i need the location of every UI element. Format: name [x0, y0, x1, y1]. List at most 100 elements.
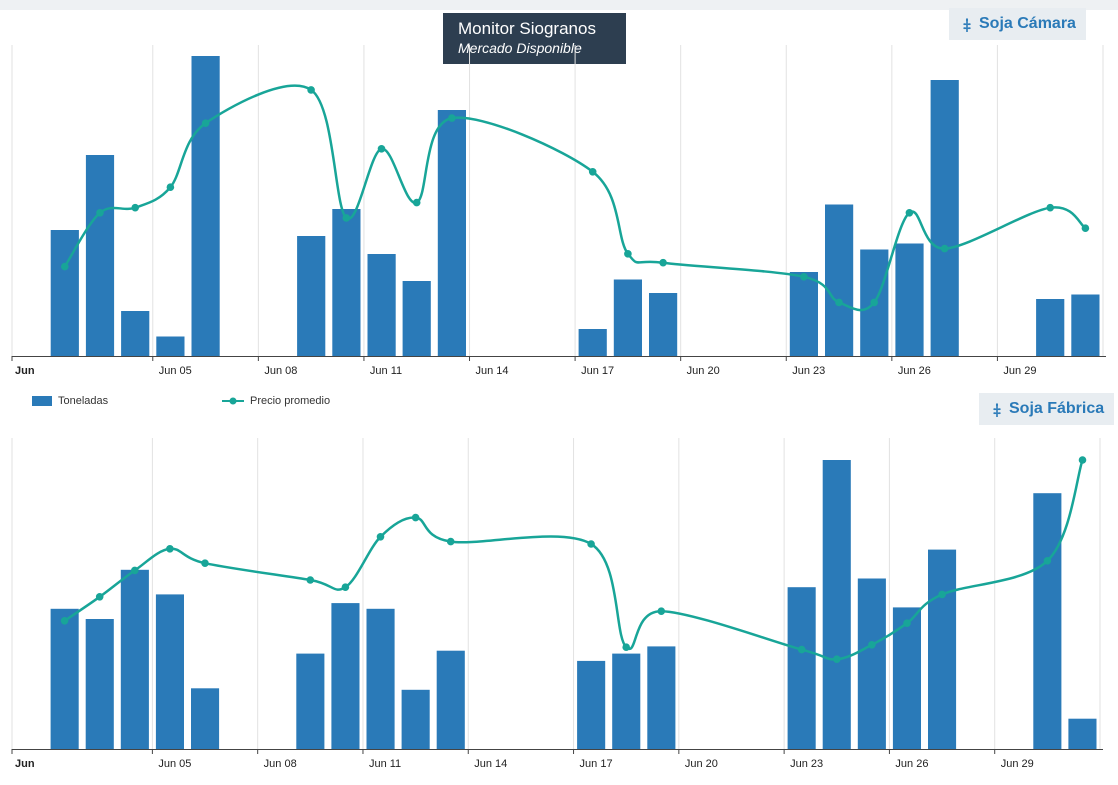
legend-line-swatch [222, 397, 244, 405]
camara-bar[interactable] [121, 311, 150, 356]
fabrica-price-point[interactable] [903, 619, 911, 627]
fabrica-bar[interactable] [366, 608, 395, 749]
camara-bar[interactable] [649, 293, 678, 356]
camara-bar[interactable] [402, 281, 431, 356]
fabrica-bar[interactable] [787, 587, 816, 749]
chart-title-badge-fabrica: Soja Fábrica [979, 393, 1115, 425]
fabrica-price-point[interactable] [95, 593, 104, 601]
camara-price-point[interactable] [307, 86, 315, 94]
fabrica-price-point[interactable] [1078, 456, 1087, 464]
fabrica-bar[interactable] [85, 619, 114, 749]
camara-price-point[interactable] [800, 273, 808, 281]
camara-price-point[interactable] [96, 209, 104, 217]
fabrica-x-tick-label: Jun 26 [895, 758, 928, 770]
camara-price-point[interactable] [61, 262, 69, 271]
camara-bar[interactable] [895, 243, 924, 357]
legend-bar-swatch [32, 396, 52, 406]
fabrica-bar[interactable] [822, 460, 851, 749]
legend-item-precio[interactable]: Precio promedio [222, 395, 330, 407]
camara-price-point[interactable] [412, 198, 421, 207]
fabrica-bar[interactable] [50, 608, 79, 749]
fabrica-bar[interactable] [191, 688, 220, 749]
camara-bar[interactable] [367, 254, 396, 356]
camara-bar[interactable] [156, 336, 185, 357]
fabrica-price-point[interactable] [657, 607, 666, 615]
camara-price-point[interactable] [870, 298, 878, 307]
fabrica-bar[interactable] [857, 578, 886, 750]
fabrica-bar[interactable] [401, 689, 430, 749]
fabrica-bar[interactable] [1033, 493, 1062, 749]
camara-x-tick-label: Jun 08 [264, 365, 297, 377]
camara-bar[interactable] [789, 272, 818, 356]
camara-price-point[interactable] [201, 119, 210, 127]
camara-price-point[interactable] [940, 244, 949, 253]
camara-bar[interactable] [437, 110, 466, 356]
legend-item-toneladas[interactable]: Toneladas [32, 395, 108, 407]
camara-price-point[interactable] [624, 250, 632, 258]
chart-title-fabrica: Soja Fábrica [1009, 400, 1105, 417]
camara-price-line [63, 84, 1087, 312]
fabrica-bar[interactable] [612, 653, 641, 749]
fabrica-price-point[interactable] [938, 590, 946, 599]
fabrica-price-point[interactable] [166, 545, 174, 553]
camara-x-tick-label: Jun 20 [687, 365, 720, 377]
camara-x-tick-label: Jun 23 [792, 365, 825, 377]
camara-price-point[interactable] [342, 214, 351, 222]
camara-bar[interactable] [825, 204, 854, 357]
fabrica-price-point[interactable] [201, 559, 209, 567]
legend-label-precio: Precio promedio [250, 395, 331, 407]
camara-bar[interactable] [85, 155, 115, 356]
fabrica-price-point[interactable] [341, 583, 350, 591]
fabrica-x-tick-label: Jun 17 [580, 758, 613, 770]
camara-price-point[interactable] [1081, 224, 1090, 232]
fabrica-price-point[interactable] [376, 533, 385, 541]
camara-bar[interactable] [930, 80, 959, 356]
camara-price-point[interactable] [905, 209, 914, 217]
fabrica-x-tick-label: Jun 11 [369, 758, 401, 770]
camara-bar[interactable] [578, 329, 607, 356]
camara-price-point[interactable] [166, 183, 175, 191]
fabrica-bar[interactable] [436, 650, 465, 749]
camara-bar[interactable] [1071, 294, 1100, 357]
fabrica-price-point[interactable] [587, 540, 595, 548]
fabrica-price-point[interactable] [868, 641, 876, 649]
camara-price-point[interactable] [835, 298, 843, 307]
camara-price-point[interactable] [588, 168, 597, 176]
fabrica-price-point[interactable] [622, 643, 630, 651]
fabrica-bar[interactable] [155, 594, 184, 749]
camara-price-point[interactable] [377, 145, 386, 153]
fabrica-bar[interactable] [577, 660, 606, 749]
camara-bar[interactable] [191, 56, 220, 356]
title-box: Monitor Siogranos Mercado Disponible [443, 13, 626, 64]
fabrica-price-point[interactable] [797, 645, 806, 654]
fabrica-bar[interactable] [1068, 718, 1097, 749]
camara-bar[interactable] [332, 209, 361, 356]
camara-x-tick-label: Jun 29 [1003, 365, 1036, 377]
fabrica-bar[interactable] [928, 549, 957, 749]
camara-x-tick-label: Jun 26 [898, 365, 931, 377]
camara-price-point[interactable] [131, 203, 139, 212]
fabrica-bar[interactable] [296, 653, 325, 749]
fabrica-price-point[interactable] [833, 655, 841, 663]
fabrica-bar[interactable] [331, 603, 360, 749]
fabrica-bar[interactable] [120, 569, 149, 749]
fabrica-price-point[interactable] [60, 617, 69, 625]
fabrica-price-point[interactable] [131, 566, 139, 575]
camara-bar[interactable] [613, 279, 642, 357]
camara-price-point[interactable] [659, 258, 667, 267]
fabrica-price-point[interactable] [1043, 557, 1052, 565]
camara-price-point[interactable] [448, 114, 456, 122]
fabrica-price-point[interactable] [306, 576, 315, 584]
wheat-icon [993, 403, 1001, 417]
page-subtitle: Mercado Disponible [458, 40, 582, 56]
fabrica-x-tick-label: Jun [15, 758, 35, 770]
camara-price-point[interactable] [1046, 203, 1054, 212]
fabrica-x-tick-label: Jun 14 [474, 758, 507, 770]
fabrica-price-point[interactable] [411, 513, 420, 522]
fabrica-bar[interactable] [647, 646, 676, 749]
fabrica-x-tick-label: Jun 23 [790, 758, 823, 770]
camara-bar[interactable] [1036, 299, 1065, 356]
camara-bar[interactable] [297, 236, 326, 356]
fabrica-price-point[interactable] [446, 537, 455, 546]
